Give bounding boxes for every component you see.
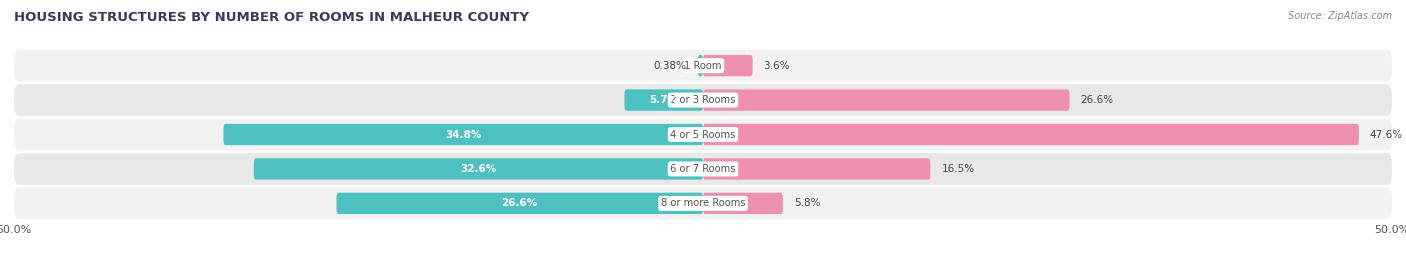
FancyBboxPatch shape: [14, 119, 1392, 150]
FancyBboxPatch shape: [14, 50, 1392, 82]
FancyBboxPatch shape: [703, 158, 931, 180]
Text: 6 or 7 Rooms: 6 or 7 Rooms: [671, 164, 735, 174]
FancyBboxPatch shape: [703, 89, 1070, 111]
Text: 3.6%: 3.6%: [763, 61, 790, 71]
Text: 4 or 5 Rooms: 4 or 5 Rooms: [671, 129, 735, 140]
Text: 5.8%: 5.8%: [794, 198, 821, 208]
Text: 0.38%: 0.38%: [654, 61, 686, 71]
FancyBboxPatch shape: [703, 124, 1358, 145]
Text: HOUSING STRUCTURES BY NUMBER OF ROOMS IN MALHEUR COUNTY: HOUSING STRUCTURES BY NUMBER OF ROOMS IN…: [14, 11, 529, 24]
Text: 26.6%: 26.6%: [1081, 95, 1114, 105]
Text: 5.7%: 5.7%: [650, 95, 678, 105]
FancyBboxPatch shape: [703, 193, 783, 214]
FancyBboxPatch shape: [14, 187, 1392, 219]
FancyBboxPatch shape: [254, 158, 703, 180]
FancyBboxPatch shape: [697, 55, 703, 76]
Text: 26.6%: 26.6%: [502, 198, 538, 208]
Text: 2 or 3 Rooms: 2 or 3 Rooms: [671, 95, 735, 105]
FancyBboxPatch shape: [14, 84, 1392, 116]
FancyBboxPatch shape: [224, 124, 703, 145]
FancyBboxPatch shape: [14, 153, 1392, 185]
Text: Source: ZipAtlas.com: Source: ZipAtlas.com: [1288, 11, 1392, 21]
FancyBboxPatch shape: [624, 89, 703, 111]
FancyBboxPatch shape: [703, 55, 752, 76]
Text: 47.6%: 47.6%: [1369, 129, 1403, 140]
Text: 8 or more Rooms: 8 or more Rooms: [661, 198, 745, 208]
Text: 34.8%: 34.8%: [446, 129, 481, 140]
Legend: Owner-occupied, Renter-occupied: Owner-occupied, Renter-occupied: [581, 268, 825, 269]
Text: 1 Room: 1 Room: [685, 61, 721, 71]
Text: 32.6%: 32.6%: [460, 164, 496, 174]
Text: 16.5%: 16.5%: [942, 164, 974, 174]
FancyBboxPatch shape: [336, 193, 703, 214]
